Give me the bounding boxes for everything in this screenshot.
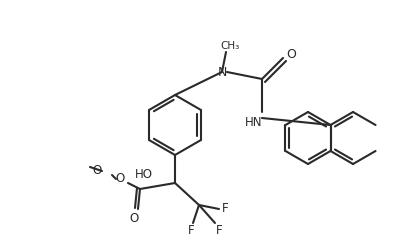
Text: CH₃: CH₃: [220, 41, 239, 51]
Text: HN: HN: [245, 116, 262, 128]
Text: F: F: [215, 225, 222, 237]
Text: O: O: [129, 212, 138, 225]
Text: N: N: [217, 65, 226, 78]
Text: HO: HO: [135, 169, 153, 182]
Text: O: O: [93, 165, 102, 178]
Text: F: F: [221, 201, 228, 215]
Text: O: O: [115, 172, 124, 185]
Text: O: O: [286, 47, 295, 61]
Text: F: F: [187, 225, 194, 237]
